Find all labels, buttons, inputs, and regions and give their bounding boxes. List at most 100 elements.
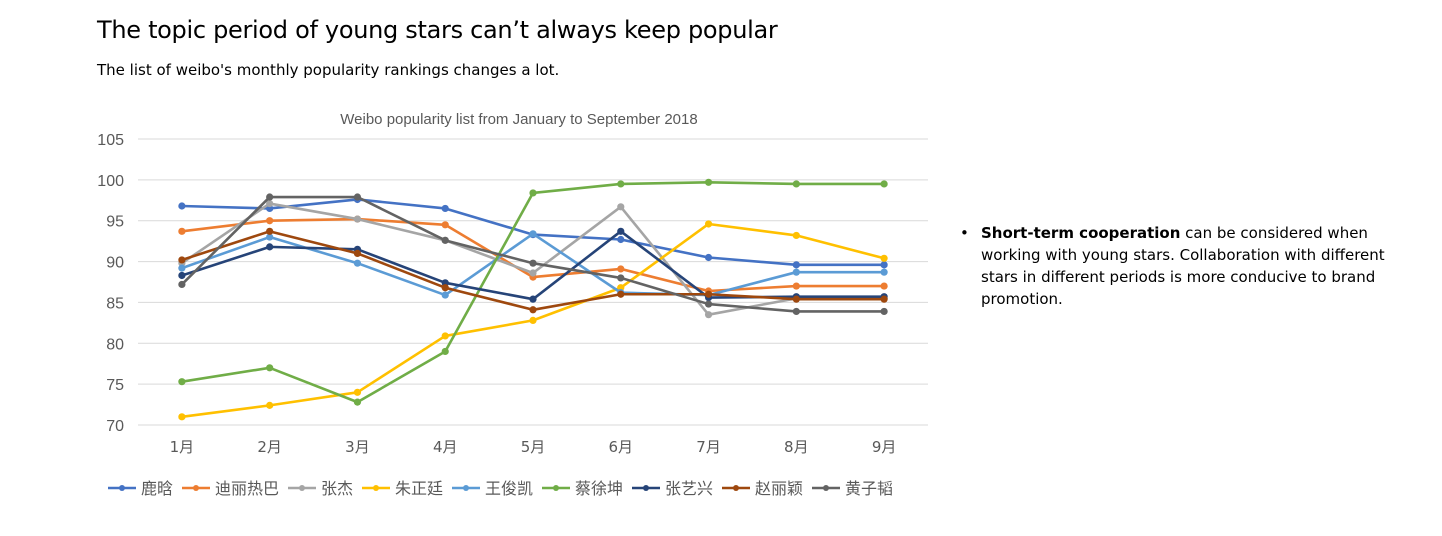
data-point — [353, 249, 362, 257]
x-tick-label: 5月 — [521, 438, 546, 456]
data-point — [178, 264, 186, 272]
y-tick-label: 90 — [106, 255, 124, 272]
data-point — [441, 236, 449, 244]
y-axis: 70 75 80 85 90 95 100 105 — [97, 132, 124, 435]
data-point — [266, 233, 274, 241]
data-point — [617, 274, 625, 282]
data-point — [266, 243, 274, 251]
data-point — [617, 235, 625, 244]
legend-label: 朱正廷 — [395, 479, 443, 498]
legend-label: 蔡徐坤 — [575, 479, 623, 498]
x-tick-label: 1月 — [170, 438, 195, 456]
data-point — [353, 259, 362, 267]
data-point — [178, 280, 186, 289]
data-point — [704, 178, 713, 186]
data-point — [880, 307, 888, 316]
data-point — [792, 282, 800, 290]
legend-marker-icon — [119, 485, 125, 491]
data-point — [441, 347, 449, 356]
y-tick-label: 70 — [106, 418, 124, 435]
data-point — [266, 199, 274, 208]
x-tick-label: 4月 — [433, 438, 458, 456]
x-tick-label: 2月 — [257, 438, 282, 456]
data-point — [353, 193, 362, 201]
data-point — [441, 284, 449, 292]
data-point — [880, 268, 888, 276]
legend-item: 张艺兴 — [632, 479, 713, 498]
data-point — [617, 203, 625, 211]
legend-item: 黄子韬 — [812, 479, 893, 498]
legend-item: 鹿晗 — [108, 479, 173, 498]
y-tick-label: 80 — [106, 336, 124, 353]
data-point — [704, 253, 713, 262]
data-point — [792, 295, 800, 303]
gridlines — [138, 138, 928, 426]
legend-marker-icon — [373, 485, 379, 491]
data-point — [266, 364, 274, 372]
series-line — [180, 195, 885, 313]
y-tick-label: 75 — [106, 377, 124, 394]
data-point — [353, 388, 362, 396]
data-point — [441, 221, 449, 229]
legend-marker-icon — [463, 485, 469, 491]
note-text: can be considered when working with youn… — [981, 224, 1385, 308]
x-tick-label: 9月 — [872, 438, 897, 456]
data-point — [529, 189, 537, 197]
data-point — [353, 215, 362, 223]
series-8 — [178, 227, 888, 314]
y-tick-label: 105 — [97, 132, 124, 149]
data-point — [529, 306, 537, 314]
legend-marker-icon — [823, 485, 829, 491]
y-tick-label: 85 — [106, 295, 124, 312]
insight-note: • Short-term cooperation can be consider… — [960, 222, 1410, 310]
legend-item: 朱正廷 — [362, 479, 443, 498]
data-point — [178, 271, 186, 280]
data-point — [178, 256, 186, 264]
legend-marker-icon — [733, 485, 739, 491]
data-point — [266, 217, 274, 225]
legend-label: 王俊凯 — [485, 479, 533, 498]
x-axis: 1月 2月 3月 4月 5月 6月 7月 8月 9月 — [170, 438, 897, 456]
legend-label: 张艺兴 — [665, 479, 713, 498]
data-point — [617, 290, 625, 298]
x-tick-label: 6月 — [609, 438, 634, 456]
data-point — [792, 180, 800, 188]
data-point — [792, 268, 800, 276]
legend-item: 赵丽颖 — [722, 479, 803, 498]
data-point — [704, 311, 713, 319]
data-point — [178, 227, 186, 235]
data-point — [704, 220, 713, 228]
data-point — [529, 295, 537, 303]
data-point — [529, 259, 537, 267]
page-title: The topic period of young stars can’t al… — [97, 16, 778, 44]
legend-marker-icon — [553, 485, 559, 491]
data-point — [704, 290, 713, 298]
data-point — [880, 261, 888, 269]
series-4 — [178, 220, 888, 421]
data-point — [704, 300, 713, 308]
x-tick-label: 8月 — [784, 438, 809, 456]
legend-item: 迪丽热巴 — [182, 479, 279, 498]
data-point — [880, 282, 888, 290]
legend-label: 鹿晗 — [141, 479, 173, 498]
y-tick-label: 100 — [97, 173, 124, 190]
series-9 — [178, 193, 888, 316]
data-point — [178, 202, 186, 210]
data-point — [617, 227, 625, 235]
bullet-icon: • — [960, 224, 969, 242]
y-tick-label: 95 — [106, 214, 124, 231]
data-point — [880, 254, 888, 262]
legend-label: 赵丽颖 — [755, 479, 803, 498]
legend-item: 王俊凯 — [452, 479, 533, 498]
legend-item: 张杰 — [288, 479, 353, 498]
data-point — [880, 180, 888, 188]
series-line — [181, 181, 885, 404]
data-point — [792, 307, 800, 316]
data-point — [266, 401, 274, 409]
legend-marker-icon — [299, 485, 305, 491]
legend-marker-icon — [193, 485, 199, 491]
data-point — [529, 269, 537, 277]
data-point — [617, 265, 625, 273]
data-point — [266, 193, 274, 201]
